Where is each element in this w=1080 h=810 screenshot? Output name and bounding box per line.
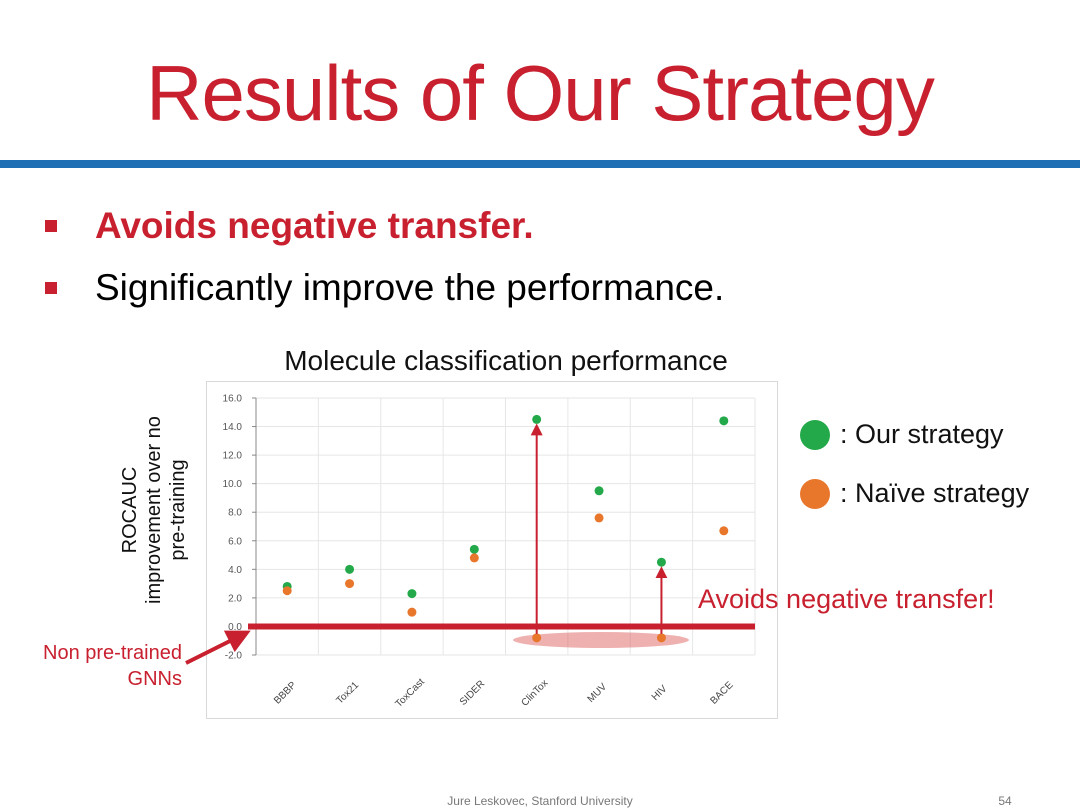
negative-transfer-highlight: [513, 632, 689, 648]
point-naive-strategy: [594, 513, 604, 523]
legend-naive-strategy: : Naïve strategy: [800, 478, 1029, 509]
slide-title: Results of Our Strategy: [146, 49, 935, 137]
baseline-callout-arrow: [185, 630, 251, 665]
x-tick-label: HIV: [650, 683, 670, 703]
y-tick-label: 14.0: [223, 422, 243, 433]
point-naive-strategy: [282, 586, 292, 596]
y-tick-label: 2.0: [228, 593, 242, 604]
footer-credit: Jure Leskovec, Stanford University: [447, 794, 633, 808]
legend-label: : Naïve strategy: [840, 478, 1030, 508]
y-tick-label: 10.0: [223, 479, 243, 490]
y-tick-label: 4.0: [228, 565, 242, 576]
y-tick-label: -2.0: [225, 651, 243, 662]
point-our-strategy: [719, 416, 729, 426]
x-tick-label: BBBP: [272, 680, 299, 707]
x-tick-label: SIDER: [458, 679, 487, 708]
y-tick-label: 16.0: [223, 394, 243, 405]
bullet-text: Significantly improve the performance.: [95, 267, 725, 308]
bullet-improve-performance: Significantly improve the performance.: [45, 266, 724, 310]
callout-avoids-negative-transfer: Avoids negative transfer!: [698, 584, 995, 614]
point-our-strategy: [407, 589, 417, 599]
point-naive-strategy: [532, 633, 542, 643]
callout-line: GNNs: [127, 668, 182, 690]
title-divider: [0, 160, 1080, 168]
point-our-strategy: [656, 557, 666, 567]
point-our-strategy: [469, 544, 479, 554]
page-number: 54: [998, 794, 1012, 808]
callout-line: Non pre-trained: [43, 642, 182, 664]
legend-green-dot-icon: [800, 419, 830, 450]
point-our-strategy: [532, 414, 542, 424]
legend-our-strategy: : Our strategy: [800, 419, 1004, 450]
point-naive-strategy: [719, 526, 729, 536]
chart-frame: [206, 381, 778, 719]
y-tick-label: 6.0: [228, 536, 242, 547]
x-tick-label: BACE: [709, 679, 736, 706]
x-tick-label: ClinTox: [519, 678, 550, 709]
point-our-strategy: [594, 486, 604, 496]
legend-label: : Our strategy: [840, 419, 1004, 449]
point-naive-strategy: [407, 607, 417, 617]
legend-orange-dot-icon: [800, 478, 830, 509]
bullet-square-icon: [45, 282, 57, 294]
bullet-text: Avoids negative transfer.: [95, 205, 534, 246]
y-tick-label: 0.0: [228, 622, 242, 633]
chart-title: Molecule classification performance: [284, 345, 728, 376]
point-naive-strategy: [345, 579, 355, 589]
bullet-avoids-negative-transfer: Avoids negative transfer.: [45, 204, 534, 248]
y-tick-label: 12.0: [223, 451, 243, 462]
x-tick-label: Tox21: [334, 680, 361, 707]
callout-non-pretrained-gnns: Non pre-trained GNNs: [10, 640, 182, 692]
point-naive-strategy: [656, 633, 666, 643]
point-naive-strategy: [469, 553, 479, 563]
x-tick-label: MUV: [586, 681, 610, 705]
y-tick-label: 8.0: [228, 508, 242, 519]
x-tick-label: ToxCast: [394, 676, 427, 709]
bullet-square-icon: [45, 220, 57, 232]
point-our-strategy: [345, 564, 355, 574]
